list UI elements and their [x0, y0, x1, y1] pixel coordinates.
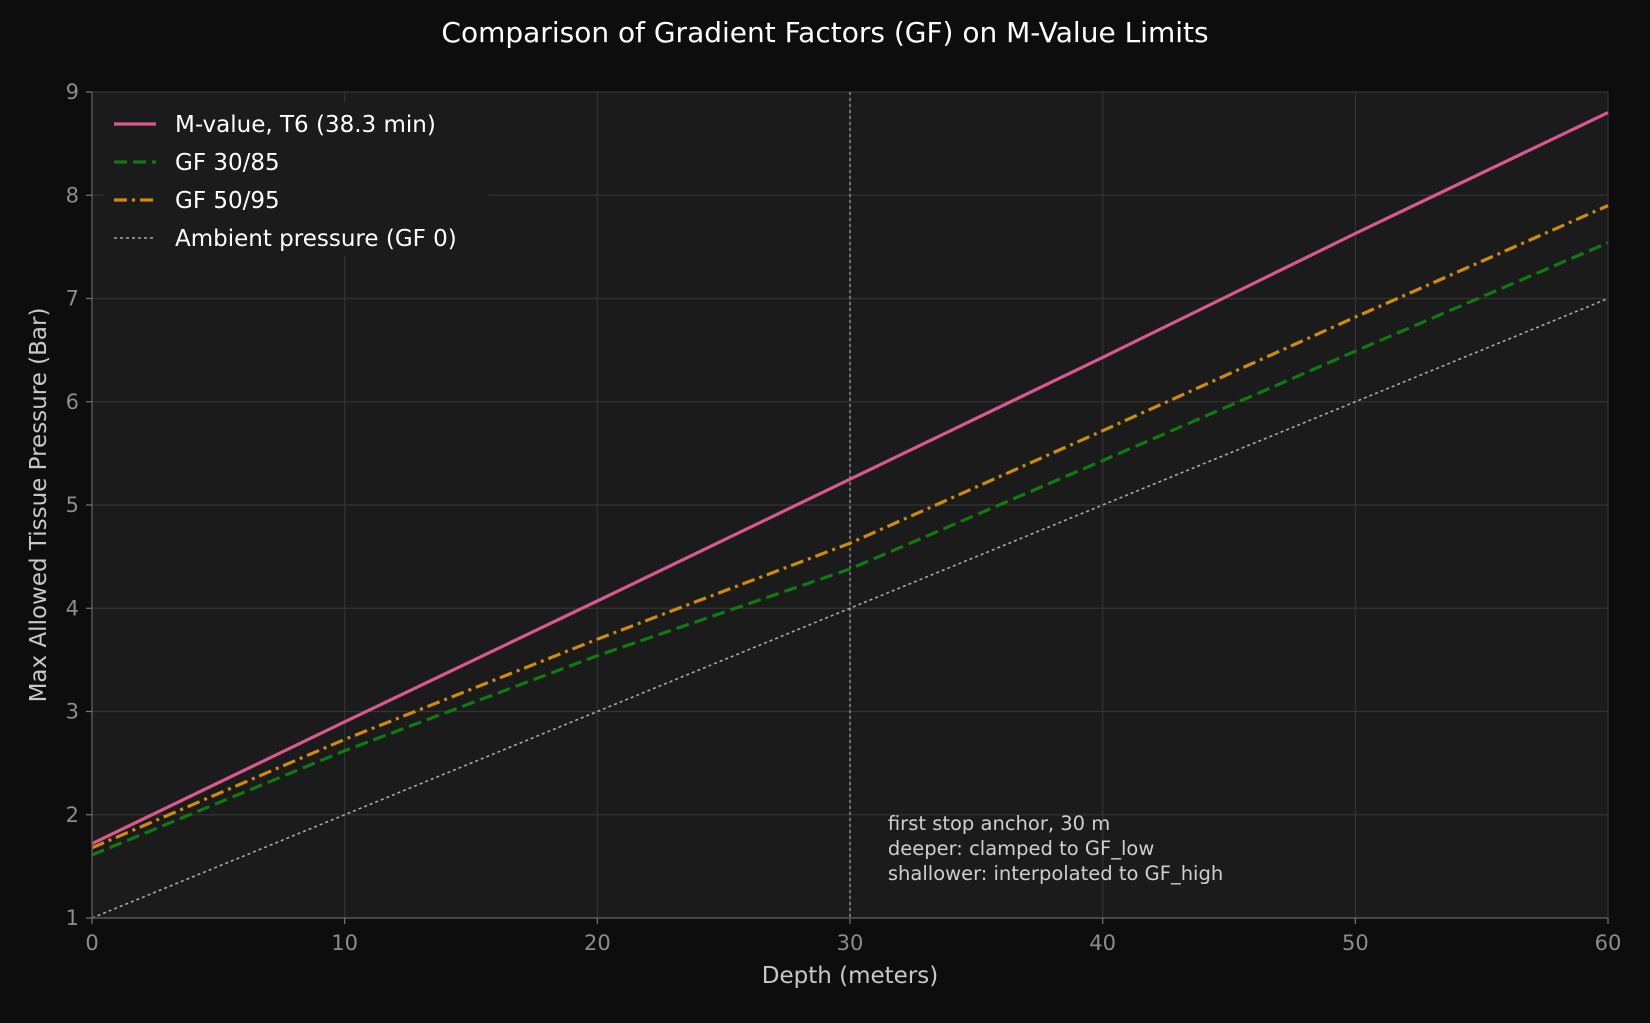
chart-title: Comparison of Gradient Factors (GF) on M… [441, 16, 1208, 49]
x-axis-label: Depth (meters) [762, 963, 938, 989]
series-line-3 [91, 297, 1609, 919]
x-tick-label: 50 [1342, 931, 1369, 955]
y-tick-label: 6 [66, 390, 79, 414]
axes: 0 10 20 30 40 50 60 1 2 3 4 5 6 7 8 9 [66, 80, 1622, 955]
y-tick-label: 7 [66, 287, 79, 311]
y-tick-label: 9 [66, 80, 79, 104]
y-axis-label: Max Allowed Tissue Pressure (Bar) [26, 308, 52, 703]
legend: M-value, T6 (38.3 min) GF 30/85 GF 50/95 Am… [103, 102, 489, 256]
y-tick-label: 4 [66, 596, 79, 620]
y-tick-label: 3 [66, 700, 79, 724]
y-tick-label: 8 [66, 183, 79, 207]
x-tick-label: 40 [1089, 931, 1116, 955]
series-layer [91, 111, 1609, 919]
y-tick-label: 1 [66, 906, 79, 930]
y-tick-label: 5 [66, 493, 79, 517]
annotation-line: shallower: interpolated to GF_high [888, 862, 1223, 885]
series-line-2 [91, 204, 1609, 850]
legend-label-3: Ambient pressure (GF 0) [175, 226, 457, 252]
annotation-line: deeper: clamped to GF_low [888, 837, 1154, 860]
legend-label-1: GF 30/85 [175, 150, 280, 176]
y-tick-label: 2 [66, 803, 79, 827]
legend-label-2: GF 50/95 [175, 188, 280, 214]
series-line-0 [91, 111, 1609, 846]
series-line-1 [91, 241, 1609, 857]
x-tick-label: 30 [837, 931, 864, 955]
legend-label-0: M-value, T6 (38.3 min) [175, 112, 436, 138]
x-tick-label: 0 [85, 931, 98, 955]
x-tick-label: 20 [584, 931, 611, 955]
x-tick-label: 60 [1595, 931, 1622, 955]
x-tick-label: 10 [331, 931, 358, 955]
legend-box [103, 102, 489, 256]
annotation-line: first stop anchor, 30 m [888, 812, 1110, 835]
